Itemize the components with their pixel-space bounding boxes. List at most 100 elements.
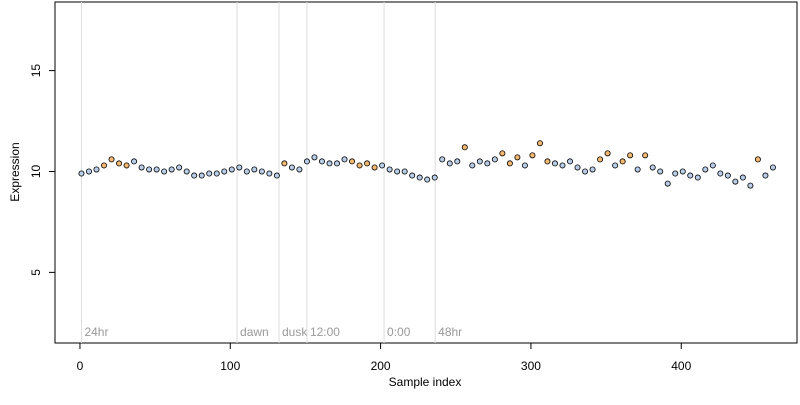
point (461, 144, 468, 151)
y-tick-label: 5 (29, 269, 43, 276)
point (454, 158, 461, 165)
point (612, 162, 619, 169)
point (664, 180, 671, 187)
point (709, 162, 716, 169)
point (394, 168, 401, 175)
point (198, 172, 205, 179)
point (131, 158, 138, 165)
point (672, 170, 679, 177)
point (281, 160, 288, 167)
point (619, 158, 626, 165)
point (116, 160, 123, 167)
point (491, 156, 498, 163)
y-tick-label: 10 (29, 164, 43, 178)
point (724, 172, 731, 179)
point (769, 164, 776, 171)
annotation-label: 12:00 (310, 325, 340, 339)
point (401, 168, 408, 175)
point (364, 160, 371, 167)
point (604, 150, 611, 157)
point (296, 166, 303, 173)
point (529, 152, 536, 159)
point (574, 164, 581, 171)
point (153, 166, 160, 173)
point (386, 166, 393, 173)
point (409, 172, 416, 179)
point (762, 172, 769, 179)
annotation-label: dusk (282, 325, 308, 339)
point (544, 158, 551, 165)
point (123, 162, 130, 169)
point (341, 156, 348, 163)
point (85, 168, 92, 175)
point (228, 166, 235, 173)
x-tick-label: 0 (77, 359, 84, 373)
point (191, 172, 198, 179)
y-axis-label: Expression (8, 142, 22, 201)
point (93, 166, 100, 173)
point (416, 174, 423, 181)
point (514, 154, 521, 161)
point (176, 164, 183, 171)
point (476, 158, 483, 165)
point (371, 164, 378, 171)
point (243, 168, 250, 175)
point (536, 140, 543, 147)
point (221, 168, 228, 175)
point (288, 164, 295, 171)
point (439, 156, 446, 163)
x-tick-label: 300 (521, 359, 541, 373)
annotation-label: 24hr (84, 325, 108, 339)
point (657, 168, 664, 175)
point (356, 162, 363, 169)
point (739, 174, 746, 181)
point (747, 182, 754, 189)
point (258, 168, 265, 175)
y-tick-label: 15 (29, 64, 43, 78)
point (446, 160, 453, 167)
point (311, 154, 318, 161)
point (649, 164, 656, 171)
point (506, 160, 513, 167)
point (597, 156, 604, 163)
point (138, 164, 145, 171)
x-axis-label: Sample index (389, 375, 462, 389)
point (183, 168, 190, 175)
point (251, 166, 258, 173)
point (551, 160, 558, 167)
point (303, 158, 310, 165)
point (732, 178, 739, 185)
point (499, 150, 506, 157)
plot-frame (54, 1, 798, 344)
point (589, 166, 596, 173)
point (567, 158, 574, 165)
point (236, 164, 243, 171)
point (349, 158, 356, 165)
point (702, 166, 709, 173)
point (627, 152, 634, 159)
point (521, 162, 528, 169)
point (379, 162, 386, 169)
point (679, 168, 686, 175)
point (687, 172, 694, 179)
point (161, 168, 168, 175)
point (582, 168, 589, 175)
annotation-label: dawn (240, 325, 269, 339)
x-tick-label: 100 (220, 359, 240, 373)
point (101, 162, 108, 169)
point (108, 156, 115, 163)
point (431, 174, 438, 181)
point (717, 170, 724, 177)
point (424, 176, 431, 183)
x-tick-label: 400 (671, 359, 691, 373)
point (206, 170, 213, 177)
point (146, 166, 153, 173)
annotation-label: 48hr (438, 325, 462, 339)
point (318, 158, 325, 165)
point (273, 172, 280, 179)
annotation-label: 0:00 (387, 325, 411, 339)
point (326, 160, 333, 167)
point (266, 170, 273, 177)
point (559, 162, 566, 169)
